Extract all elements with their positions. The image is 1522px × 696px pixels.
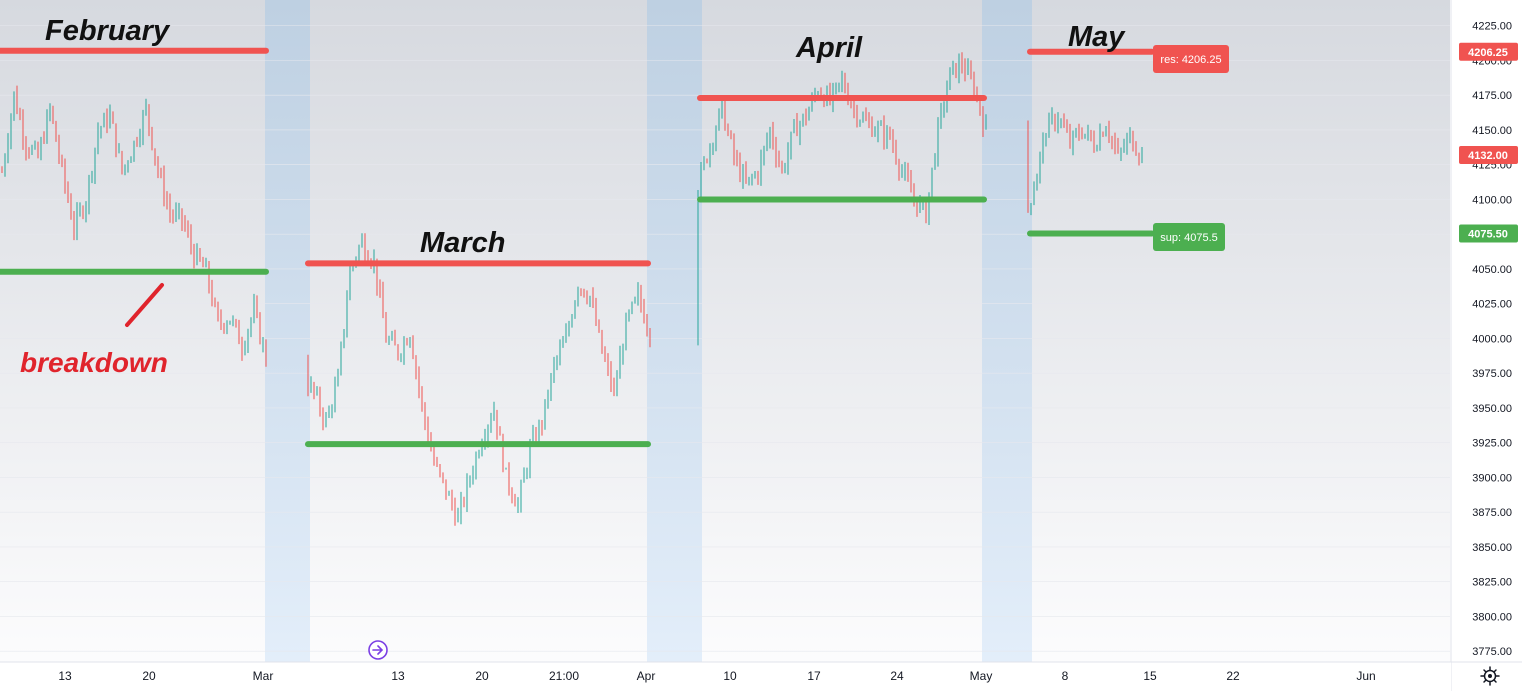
- y-tick-label: 3900.00: [1472, 472, 1512, 484]
- x-tick-label: Mar: [253, 669, 274, 683]
- month-label-april: April: [795, 32, 863, 64]
- x-tick-label: 13: [391, 669, 405, 683]
- y-tick-label: 3775.00: [1472, 646, 1512, 658]
- x-tick-label: Apr: [637, 669, 656, 683]
- x-tick-label: 10: [723, 669, 737, 683]
- price-badge-label: 4206.25: [1468, 47, 1508, 59]
- x-tick-label: Jun: [1356, 669, 1375, 683]
- y-tick-label: 3975.00: [1472, 368, 1512, 380]
- x-tick-label: 13: [58, 669, 72, 683]
- y-tick-label: 3925.00: [1472, 438, 1512, 450]
- month-label-march: March: [420, 227, 505, 259]
- x-tick-labels: 13 20 Mar 13 20 21:00 Apr 10 17 24 May 8 15 22 Jun: [58, 669, 1375, 683]
- res-line-label: res: 4206.25: [1153, 45, 1229, 73]
- y-tick-label: 3950.00: [1472, 403, 1512, 415]
- replay-icon[interactable]: [368, 640, 388, 660]
- price-badge: [1459, 42, 1518, 61]
- month-band-3: [982, 0, 1032, 662]
- time-axis[interactable]: [0, 662, 1451, 691]
- price-axis[interactable]: [1451, 0, 1522, 662]
- x-tick-label: 15: [1143, 669, 1157, 683]
- y-tick-label: 3825.00: [1472, 577, 1512, 589]
- y-tick-label: 4175.00: [1472, 90, 1512, 102]
- y-tick-label: 4225.00: [1472, 21, 1512, 33]
- month-band-1: [265, 0, 310, 662]
- y-tick-label: 3800.00: [1472, 611, 1512, 623]
- y-tick-label: 4025.00: [1472, 299, 1512, 311]
- grid: [0, 25, 1450, 652]
- price-badge: [1459, 224, 1518, 243]
- x-tick-label: 17: [807, 669, 821, 683]
- x-tick-label: 24: [890, 669, 904, 683]
- x-tick-label: 8: [1062, 669, 1069, 683]
- month-label-february: February: [45, 15, 171, 47]
- x-tick-label: May: [970, 669, 993, 683]
- sup-line-label-text: sup: 4075.5: [1160, 232, 1218, 244]
- price-badge-label: 4132.00: [1468, 150, 1508, 162]
- x-tick-label: 22: [1226, 669, 1240, 683]
- price-badges: 4206.25 4132.00 4075.50: [1459, 42, 1518, 243]
- y-tick-label: 4100.00: [1472, 194, 1512, 206]
- y-tick-label: 4050.00: [1472, 264, 1512, 276]
- month-band-2: [647, 0, 702, 662]
- x-tick-label: 20: [142, 669, 156, 683]
- y-tick-label: 3850.00: [1472, 542, 1512, 554]
- y-tick-label: 4000.00: [1472, 333, 1512, 345]
- sup-line-label: sup: 4075.5: [1153, 223, 1225, 251]
- x-tick-label: 21:00: [549, 669, 579, 683]
- res-line-label-text: res: 4206.25: [1160, 54, 1221, 66]
- month-label-may: May: [1068, 21, 1126, 53]
- y-tick-label: 3875.00: [1472, 507, 1512, 519]
- level-lines: [0, 47, 1155, 448]
- candles: [1, 52, 1143, 526]
- y-tick-label: 4150.00: [1472, 125, 1512, 137]
- price-badge: [1459, 145, 1518, 164]
- breakdown-annotation: breakdown: [20, 347, 168, 378]
- price-badge-label: 4075.50: [1468, 229, 1508, 241]
- settings-gear-icon[interactable]: [1480, 666, 1500, 686]
- x-tick-label: 20: [475, 669, 489, 683]
- breakdown-arrow: [125, 283, 164, 327]
